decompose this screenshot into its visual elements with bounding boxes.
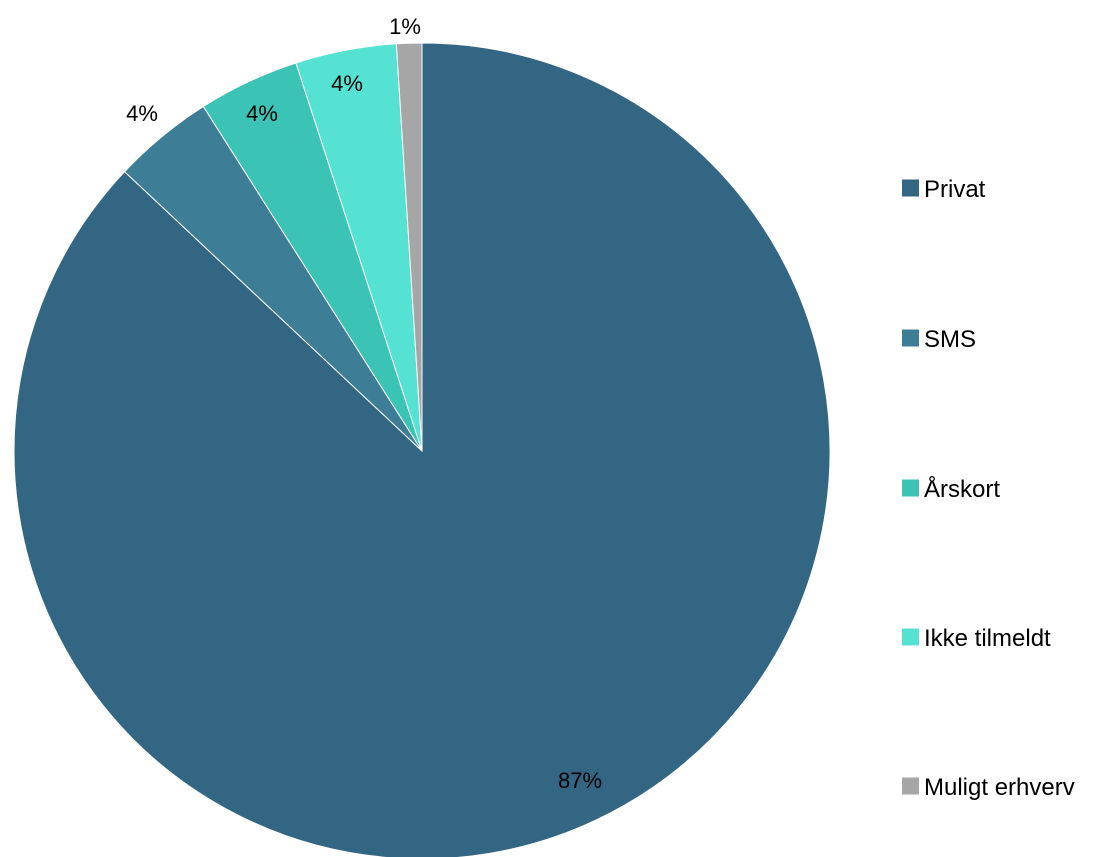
slice-value-label: 87% <box>558 768 602 793</box>
pie-value-labels: 87% 4% 4% 4% 1% <box>126 14 602 793</box>
legend-item: SMS <box>902 326 976 353</box>
legend-swatch <box>902 777 919 795</box>
legend-item: Årskort <box>902 475 1000 503</box>
legend-swatch <box>902 479 919 497</box>
legend-swatch <box>902 329 919 347</box>
slice-value-label: 4% <box>246 101 278 126</box>
legend-swatch <box>902 179 919 197</box>
legend-item: Privat <box>902 176 986 203</box>
legend-label: SMS <box>924 326 976 353</box>
legend-label: Privat <box>924 176 986 203</box>
legend-item: Ikke tilmeldt <box>902 625 1051 652</box>
legend-label: Muligt erhverv <box>924 774 1075 801</box>
legend: Privat SMS Årskort Ikke tilmeldt Muligt erhv… <box>902 176 1075 801</box>
legend-item: Muligt erhverv <box>902 774 1075 801</box>
slice-value-label: 4% <box>331 71 363 96</box>
pie-slices <box>13 42 831 857</box>
legend-label: Årskort <box>924 475 1000 503</box>
slice-value-label: 4% <box>126 101 158 126</box>
legend-label: Ikke tilmeldt <box>924 625 1051 652</box>
legend-swatch <box>902 628 919 646</box>
pie-slice-muligt-erhverv <box>395 42 423 452</box>
slice-value-label: 1% <box>389 14 421 39</box>
